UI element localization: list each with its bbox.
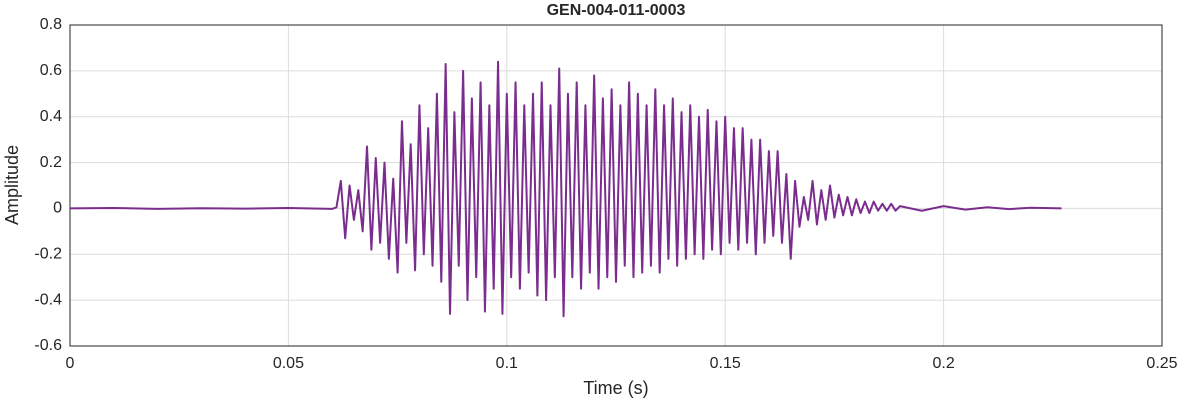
y-tick-label: 0.4 [40, 108, 62, 125]
y-tick-label: 0.8 [40, 16, 62, 33]
x-tick-label: 0.05 [273, 355, 304, 372]
x-tick-label: 0.2 [932, 355, 954, 372]
waveform-line [69, 60, 1062, 318]
x-tick-label: 0 [66, 355, 75, 372]
y-tick-label: -0.6 [34, 337, 62, 354]
chart-title: GEN-004-011-0003 [547, 2, 686, 19]
y-tick-label: -0.2 [34, 246, 62, 263]
y-tick-label: 0 [53, 200, 62, 217]
y-tick-label: -0.4 [34, 291, 62, 308]
y-axis-label: Amplitude [2, 145, 22, 225]
x-tick-label: 0.1 [496, 355, 518, 372]
y-tick-label: 0.2 [40, 154, 62, 171]
x-tick-label: 0.15 [710, 355, 741, 372]
y-tick-label: 0.6 [40, 62, 62, 79]
x-tick-label: 0.25 [1146, 355, 1177, 372]
plot-frame [69, 24, 1163, 347]
x-axis-label: Time (s) [583, 378, 648, 398]
